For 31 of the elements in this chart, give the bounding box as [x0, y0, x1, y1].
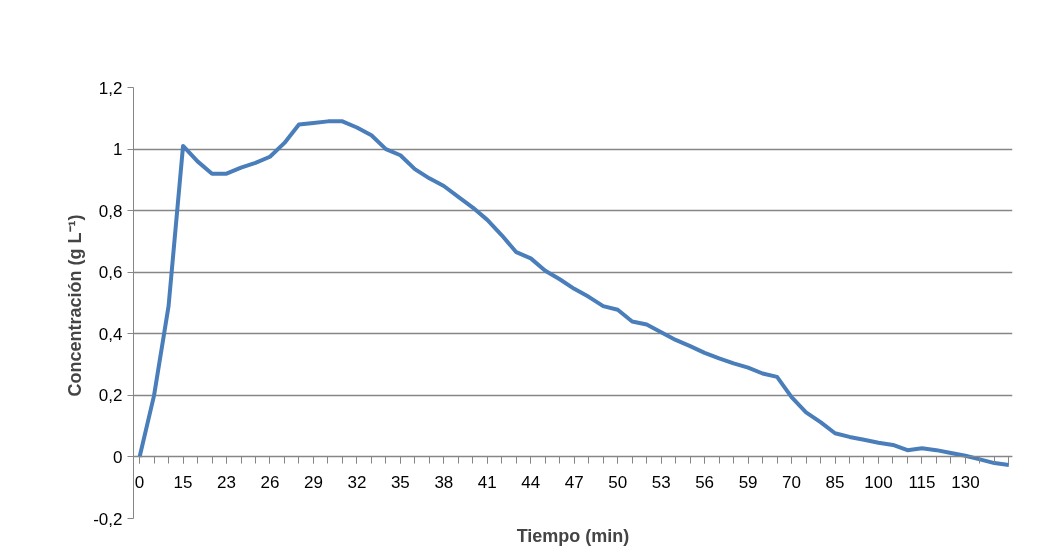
y-tick-label: 0,6 [98, 263, 123, 283]
x-tick-label: 50 [608, 472, 628, 492]
x-tick-label: 0 [134, 472, 145, 492]
y-tick-label: 1,2 [98, 78, 123, 98]
x-tick-label: 23 [217, 472, 236, 492]
x-tick-label: 115 [908, 472, 936, 492]
line-series [137, 119, 1011, 467]
x-tick-label: 53 [651, 472, 671, 492]
x-tick-label: 56 [695, 472, 715, 492]
x-tick-label: 130 [951, 472, 980, 492]
x-tick-label: 38 [434, 472, 454, 492]
y-tick-label: 1 [113, 140, 123, 160]
y-axis-title: Concentración (g L⁻¹) [65, 214, 86, 397]
x-tick-label: 100 [864, 472, 893, 492]
x-tick-label: 47 [564, 472, 584, 492]
x-tick-label: 44 [521, 472, 541, 492]
y-tick-label: 0,4 [98, 324, 123, 344]
x-tick-label: 59 [738, 472, 758, 492]
x-tick-label: 15 [173, 472, 193, 492]
x-tick-label: 32 [347, 472, 367, 492]
x-axis-title: Tiempo (min) [516, 525, 630, 546]
y-tick-label: 0,8 [98, 201, 123, 221]
x-tick-label: 85 [825, 472, 845, 492]
y-tick-label: -0,2 [93, 509, 123, 529]
x-tick-label: 26 [260, 472, 280, 492]
y-tick-label: 0,2 [98, 386, 123, 406]
x-tick-label: 35 [390, 472, 410, 492]
x-tick-label: 41 [477, 472, 497, 492]
x-tick-label: 29 [303, 472, 323, 492]
x-tick-label: 70 [782, 472, 802, 492]
y-tick-label: 0 [113, 447, 123, 467]
